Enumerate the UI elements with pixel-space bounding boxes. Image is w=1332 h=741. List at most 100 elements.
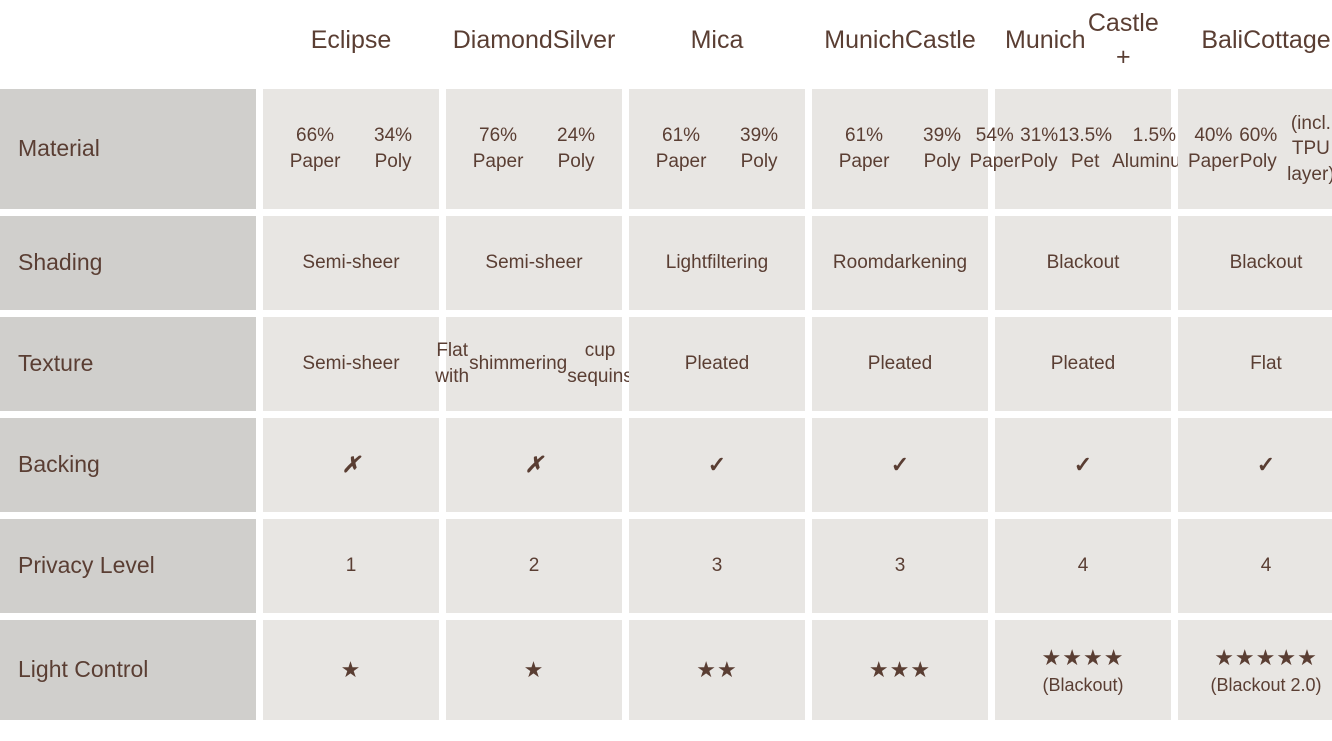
cell-text: Pleated — [685, 351, 749, 377]
column-header-line: Mica — [691, 24, 744, 58]
cell-light-bali-cottage: ★★★★★(Blackout 2.0) — [1178, 620, 1332, 720]
cell-shading-diamond-silver: Semi-sheer — [446, 216, 622, 310]
cell-line: 61% Paper — [639, 123, 723, 174]
star-icon: ★ — [524, 655, 545, 685]
cell-subtext: (Blackout 2.0) — [1210, 673, 1321, 697]
cell-line: 39% Poly — [906, 123, 978, 174]
cell-text: Blackout — [1047, 250, 1120, 276]
cell-privacy-diamond-silver: 2 — [446, 519, 622, 613]
cell-shading-munich-castle: Roomdarkening — [812, 216, 988, 310]
cell-backing-munich-castle: ✓ — [812, 418, 988, 512]
stars-wrap: ★★★★(Blackout) — [1042, 643, 1125, 697]
row-header-shading: Shading — [0, 216, 256, 310]
column-header-line: Munich — [1005, 24, 1086, 58]
check-icon: ✓ — [1074, 450, 1092, 480]
cell-text: 2 — [529, 553, 540, 579]
row-header-material: Material — [0, 89, 256, 209]
cell-privacy-bali-cottage: 4 — [1178, 519, 1332, 613]
cell-privacy-eclipse: 1 — [263, 519, 439, 613]
cell-privacy-munich-castle: 3 — [812, 519, 988, 613]
column-header-bali-cottage: BaliCottage — [1178, 0, 1332, 82]
row-header-privacy: Privacy Level — [0, 519, 256, 613]
cell-light-munich-castle: ★★★ — [812, 620, 988, 720]
cell-line: 34% Poly — [357, 123, 429, 174]
cell-text: Pleated — [1051, 351, 1115, 377]
column-header-line: Eclipse — [311, 24, 392, 58]
cell-line: Room — [833, 250, 884, 276]
cell-light-diamond-silver: ★ — [446, 620, 622, 720]
check-icon: ✓ — [891, 450, 909, 480]
cell-line: 61% Paper — [822, 123, 906, 174]
stars-wrap: ★★ — [696, 655, 737, 685]
cell-shading-bali-cottage: Blackout — [1178, 216, 1332, 310]
cell-text: Semi-sheer — [302, 250, 399, 276]
cell-material-munich-castle-plus: 54% Paper31% Poly13.5% Pet1.5% Aluminum — [995, 89, 1171, 209]
cell-light-mica: ★★ — [629, 620, 805, 720]
cell-texture-diamond-silver: Flat withshimmeringcup sequins — [446, 317, 622, 411]
cell-text: Flat — [1250, 351, 1282, 377]
cross-icon: ✗ — [342, 450, 360, 480]
table-corner — [0, 0, 256, 82]
column-header-diamond-silver: DiamondSilver — [446, 0, 622, 82]
cell-line: 40% Paper — [1188, 123, 1239, 174]
cell-texture-munich-castle-plus: Pleated — [995, 317, 1171, 411]
cell-material-munich-castle: 61% Paper39% Poly — [812, 89, 988, 209]
cell-line: 31% Poly — [1020, 123, 1058, 174]
star-icon: ★★ — [696, 655, 737, 685]
star-icon: ★ — [341, 655, 362, 685]
comparison-table: EclipseDiamondSilverMicaMunichCastleMuni… — [0, 0, 1332, 720]
column-header-eclipse: Eclipse — [263, 0, 439, 82]
column-header-line: Diamond — [453, 24, 553, 58]
cell-subtext: (Blackout) — [1042, 673, 1125, 697]
cell-line: 60% Poly — [1239, 123, 1278, 174]
cell-line: 13.5% Pet — [1058, 123, 1112, 174]
column-header-line: Castle + — [1086, 7, 1161, 75]
cell-text: Semi-sheer — [485, 250, 582, 276]
star-icon: ★★★ — [869, 655, 931, 685]
stars-wrap: ★★★ — [869, 655, 931, 685]
cell-text: 4 — [1078, 553, 1089, 579]
cell-privacy-mica: 3 — [629, 519, 805, 613]
cell-texture-bali-cottage: Flat — [1178, 317, 1332, 411]
cell-material-eclipse: 66% Paper34% Poly — [263, 89, 439, 209]
column-header-mica: Mica — [629, 0, 805, 82]
cell-text: 4 — [1261, 553, 1272, 579]
cell-line: shimmering — [469, 351, 567, 377]
star-icon: ★★★★★ — [1210, 643, 1321, 673]
check-icon: ✓ — [1257, 450, 1275, 480]
cell-line: 66% Paper — [273, 123, 357, 174]
cell-line: 39% Poly — [723, 123, 795, 174]
cell-line: (incl. TPU layer) — [1278, 111, 1332, 188]
column-header-line: Munich — [824, 24, 905, 58]
cell-text: Semi-sheer — [302, 351, 399, 377]
check-icon: ✓ — [708, 450, 726, 480]
cell-backing-mica: ✓ — [629, 418, 805, 512]
cell-line: Flat with — [435, 338, 469, 389]
cell-backing-eclipse: ✗ — [263, 418, 439, 512]
cell-shading-mica: Lightfiltering — [629, 216, 805, 310]
cell-line: cup sequins — [567, 338, 632, 389]
cell-line: Light — [666, 250, 707, 276]
column-header-munich-castle-plus: MunichCastle + — [995, 0, 1171, 82]
stars-wrap: ★ — [524, 655, 545, 685]
cell-backing-munich-castle-plus: ✓ — [995, 418, 1171, 512]
row-header-light: Light Control — [0, 620, 256, 720]
cell-text: 3 — [895, 553, 906, 579]
cell-shading-eclipse: Semi-sheer — [263, 216, 439, 310]
cell-line: darkening — [884, 250, 967, 276]
column-header-line: Castle — [905, 24, 976, 58]
cell-text: Blackout — [1230, 250, 1303, 276]
cell-texture-munich-castle: Pleated — [812, 317, 988, 411]
cell-shading-munich-castle-plus: Blackout — [995, 216, 1171, 310]
cell-line: 54% Paper — [969, 123, 1020, 174]
cell-material-diamond-silver: 76% Paper24% Poly — [446, 89, 622, 209]
row-header-backing: Backing — [0, 418, 256, 512]
cell-text: Pleated — [868, 351, 932, 377]
cell-material-mica: 61% Paper39% Poly — [629, 89, 805, 209]
row-header-texture: Texture — [0, 317, 256, 411]
cell-texture-eclipse: Semi-sheer — [263, 317, 439, 411]
cell-light-eclipse: ★ — [263, 620, 439, 720]
cell-privacy-munich-castle-plus: 4 — [995, 519, 1171, 613]
cell-backing-bali-cottage: ✓ — [1178, 418, 1332, 512]
cross-icon: ✗ — [525, 450, 543, 480]
